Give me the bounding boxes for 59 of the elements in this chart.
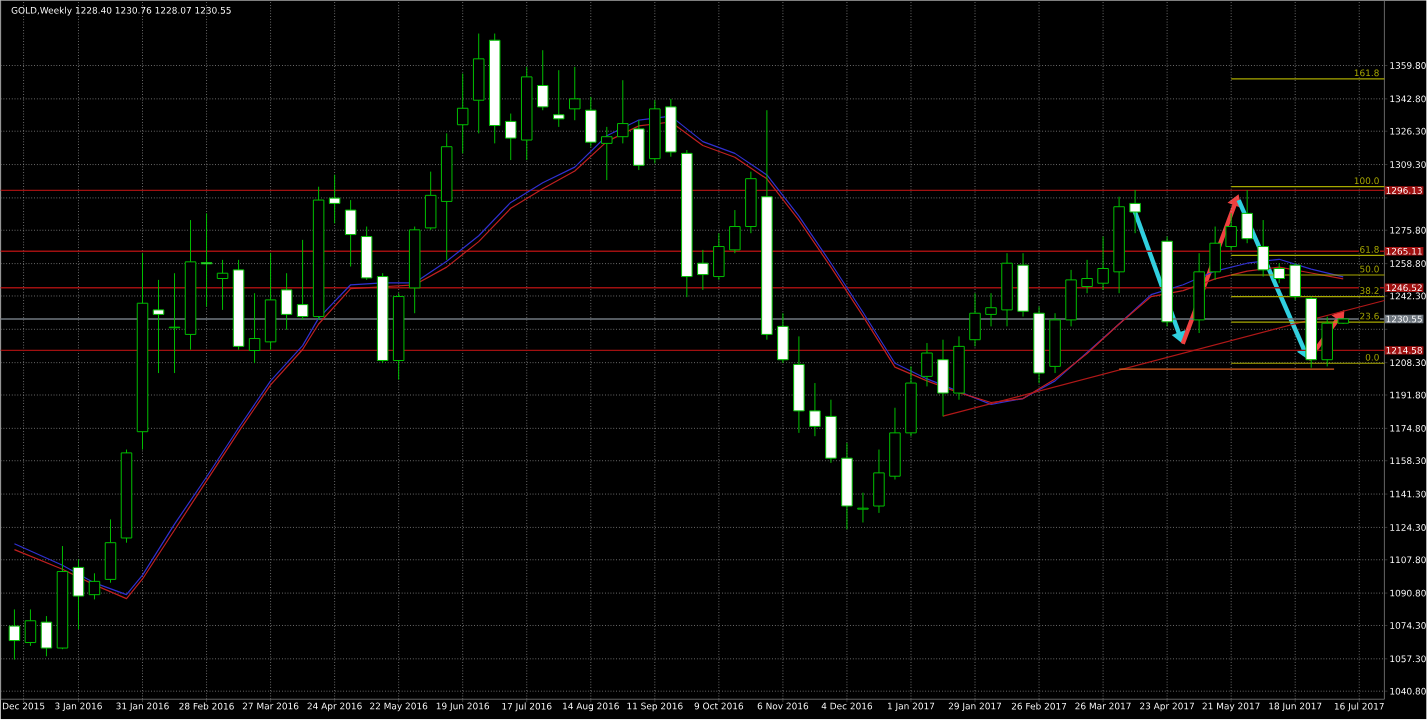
candlestick bbox=[1241, 189, 1253, 245]
candlestick bbox=[921, 342, 933, 388]
candlestick bbox=[360, 226, 373, 281]
candlestick bbox=[1209, 226, 1221, 281]
candlestick bbox=[216, 259, 229, 311]
candlestick bbox=[24, 609, 37, 647]
candlestick bbox=[264, 253, 277, 351]
candlestick bbox=[889, 407, 901, 481]
candlestick bbox=[569, 66, 581, 122]
candlestick bbox=[793, 336, 805, 434]
candlestick bbox=[328, 174, 341, 225]
candlestick bbox=[729, 209, 741, 255]
candlestick bbox=[985, 293, 997, 328]
candlestick bbox=[937, 339, 949, 418]
candlestick bbox=[1273, 263, 1285, 285]
candlestick bbox=[873, 449, 885, 514]
candlestick bbox=[825, 399, 837, 464]
candlestick bbox=[1017, 253, 1029, 318]
candlestick bbox=[665, 98, 677, 158]
candlestick bbox=[1321, 316, 1333, 368]
candlestick bbox=[953, 336, 965, 401]
candlestick bbox=[633, 120, 645, 171]
candlestick bbox=[296, 239, 309, 321]
candlestick bbox=[857, 492, 869, 524]
candlestick bbox=[104, 519, 117, 584]
candlestick bbox=[536, 50, 549, 112]
candlestick bbox=[88, 573, 101, 601]
candlestick bbox=[697, 249, 709, 291]
candlestick bbox=[1129, 189, 1141, 235]
candlestick bbox=[424, 171, 437, 231]
candlestick bbox=[969, 293, 981, 348]
candlestick bbox=[713, 233, 725, 281]
candlestick bbox=[40, 615, 53, 658]
candlestick bbox=[1257, 219, 1269, 278]
candlestick bbox=[601, 126, 613, 181]
candlestick bbox=[585, 96, 597, 148]
candlestick bbox=[1049, 313, 1061, 374]
candlestick bbox=[152, 279, 165, 374]
candlestick bbox=[1065, 269, 1077, 328]
candlestick bbox=[809, 382, 821, 438]
candlestick bbox=[72, 559, 85, 631]
candlestick bbox=[504, 113, 517, 161]
candlestick bbox=[344, 199, 357, 268]
candlestick bbox=[1097, 236, 1109, 291]
candlestick bbox=[841, 442, 853, 531]
candlestick bbox=[745, 171, 757, 235]
candlestick bbox=[1289, 263, 1301, 301]
candlestick bbox=[280, 273, 293, 331]
candlestick bbox=[1001, 253, 1013, 328]
candlestick bbox=[8, 609, 21, 661]
candlestick bbox=[553, 70, 565, 128]
candlestick bbox=[472, 33, 485, 135]
candlestick bbox=[248, 293, 261, 364]
candlestick bbox=[1081, 259, 1093, 295]
candlestick bbox=[200, 213, 213, 308]
candlestick bbox=[456, 73, 469, 155]
candlestick bbox=[777, 313, 789, 364]
candlestick bbox=[617, 80, 629, 145]
candlestick bbox=[1225, 213, 1237, 251]
